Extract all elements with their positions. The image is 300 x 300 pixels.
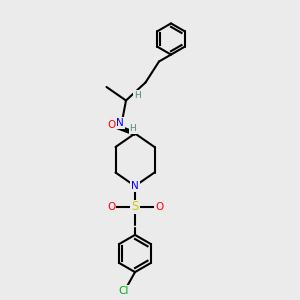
Text: O: O bbox=[107, 202, 115, 212]
Text: O: O bbox=[107, 119, 115, 130]
Text: O: O bbox=[155, 202, 163, 212]
Text: H: H bbox=[129, 124, 136, 133]
Text: Cl: Cl bbox=[118, 286, 129, 296]
Text: H: H bbox=[134, 91, 141, 100]
Text: N: N bbox=[116, 118, 124, 128]
Text: S: S bbox=[131, 200, 139, 214]
Text: N: N bbox=[131, 181, 139, 191]
